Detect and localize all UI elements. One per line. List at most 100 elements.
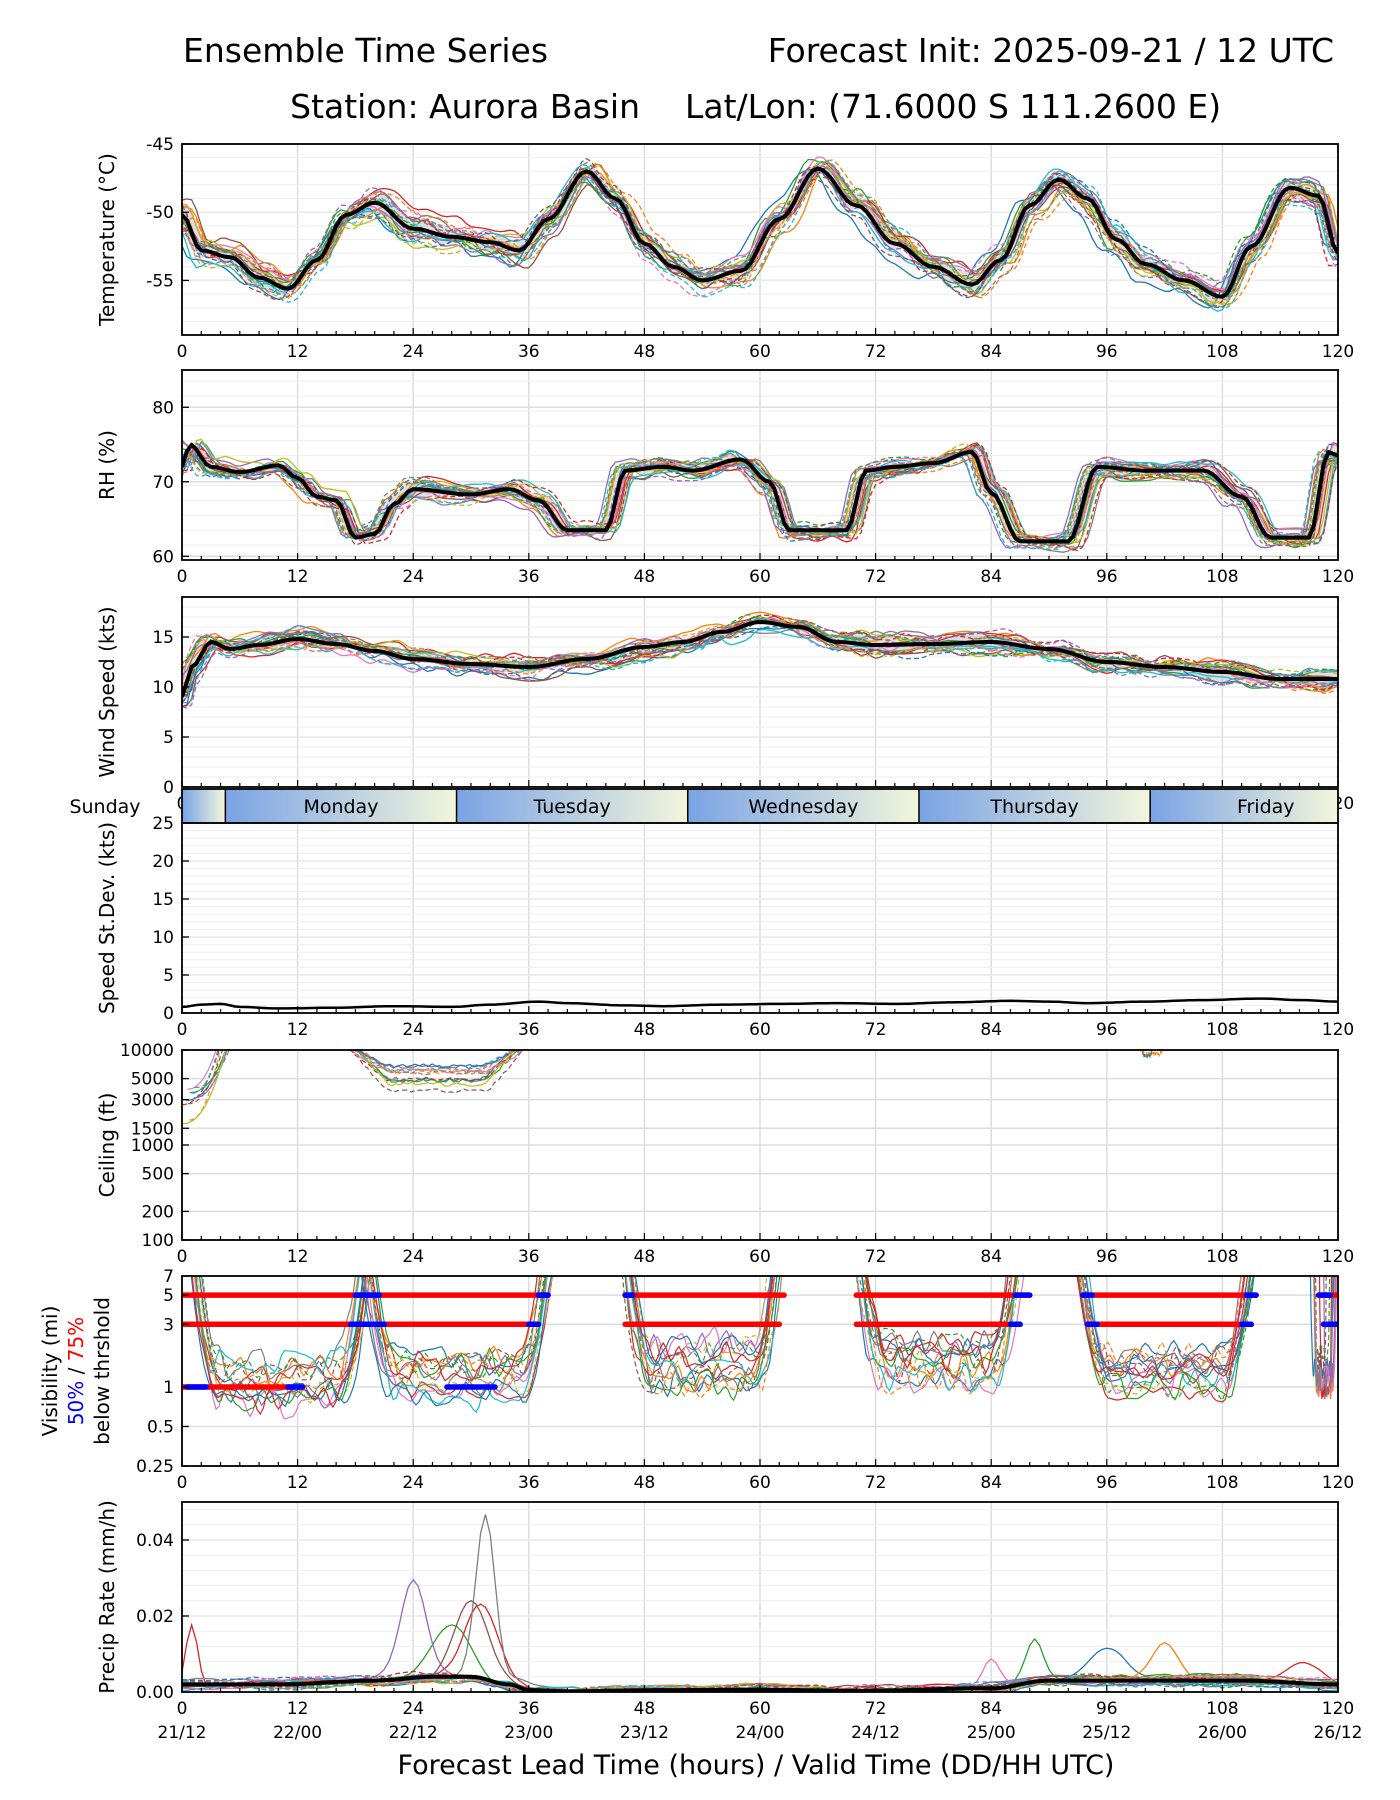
y-axis-label: Precip Rate (mm/h) <box>95 1500 119 1694</box>
x-tick-label: 96 <box>1096 342 1118 362</box>
valid-time-label: 23/00 <box>504 1723 553 1743</box>
day-label: Wednesday <box>748 796 858 818</box>
ceiling-member-line <box>187 1050 223 1105</box>
y-axis-label: RH (%) <box>95 430 119 500</box>
ceiling-member-line <box>191 1050 219 1094</box>
x-tick-label: 108 <box>1206 342 1238 362</box>
day-label: Monday <box>303 796 378 818</box>
title-left: Ensemble Time Series <box>183 31 548 70</box>
y-tick-label: 0.00 <box>136 1683 174 1703</box>
y-tick-label: 500 <box>142 1165 174 1185</box>
x-tick-label: 36 <box>518 1020 540 1040</box>
title-right: Forecast Init: 2025-09-21 / 12 UTC <box>768 31 1334 70</box>
y-tick-label: 25 <box>152 814 174 834</box>
valid-time-label: 26/12 <box>1314 1723 1363 1743</box>
day-label: Sunday <box>69 796 140 818</box>
x-tick-label: 60 <box>749 1699 771 1719</box>
y-axis-label: Temperature (°C) <box>95 153 119 327</box>
ensemble-member-line <box>182 617 1338 704</box>
y-axis-label: Ceiling (ft) <box>95 1093 119 1198</box>
visibility-member-line <box>191 1276 366 1416</box>
y-tick-label: 5000 <box>131 1070 174 1090</box>
y-axis-label: Speed St.Dev. (kts) <box>95 822 119 1014</box>
y-tick-label: 20 <box>152 852 174 872</box>
visibility-member-line <box>634 1276 768 1368</box>
x-tick-label: 24 <box>402 1473 424 1493</box>
grid-wind <box>181 596 1339 788</box>
x-tick-label: 72 <box>865 1699 887 1719</box>
visibility-member-line <box>366 1276 552 1403</box>
y-tick-label: 0 <box>163 1004 174 1024</box>
visibility-member-line <box>865 1276 1009 1375</box>
valid-time-label: 26/00 <box>1198 1723 1247 1743</box>
y-tick-label: 10 <box>152 928 174 948</box>
x-tick-label: 120 <box>1322 567 1354 587</box>
x-tick-label: 72 <box>865 1473 887 1493</box>
ceiling-member-line <box>353 1050 515 1073</box>
plot-area-wind <box>182 611 1338 709</box>
ceiling-member-line <box>349 1050 518 1082</box>
pct75-label: 75% <box>64 1317 88 1361</box>
y-tick-label: -45 <box>146 135 174 155</box>
y-tick-label: 3 <box>163 1315 174 1335</box>
y-tick-label: 60 <box>152 547 174 567</box>
visibility-member-line <box>193 1276 360 1420</box>
valid-time-label: 25/00 <box>967 1723 1016 1743</box>
valid-time-label: 21/12 <box>158 1723 207 1743</box>
visibility-member-line <box>198 1276 371 1404</box>
valid-time-label: 24/12 <box>851 1723 900 1743</box>
x-tick-label: 108 <box>1206 567 1238 587</box>
plot-area-ceiling <box>182 1050 1164 1125</box>
visibility-member-line <box>1313 1276 1334 1397</box>
y-tick-label: 15 <box>152 628 174 648</box>
visibility-member-line <box>1085 1276 1251 1399</box>
x-tick-label: 36 <box>518 567 540 587</box>
panel-precip: 0.00 0.02 0.04 0 12 24 36 48 60 72 84 96 108 120 Preci… <box>95 1500 1354 1719</box>
panel-rh: 60 70 80 0 12 24 36 48 60 72 84 96 108 120 RH (%) <box>95 369 1354 587</box>
x-tick-label: 36 <box>518 1473 540 1493</box>
x-tick-label: 36 <box>518 1247 540 1267</box>
y-tick-label: 10 <box>152 678 174 698</box>
x-tick-label: 120 <box>1322 342 1354 362</box>
x-tick-label: 120 <box>1322 1473 1354 1493</box>
visibility-member-line <box>624 1276 778 1402</box>
visibility-member-line <box>361 1276 553 1407</box>
x-tick-label: 12 <box>287 342 309 362</box>
panel-border <box>181 822 1339 1014</box>
pct50-label: 50% <box>64 1381 88 1425</box>
panel-visibility: 0.25 0.5 1 3 57 0 12 24 36 48 60 72 84 96 108 120 Visibi… <box>38 1267 1354 1493</box>
panel-speed_stdev: 0 5 10 15 20 25 0 12 24 36 48 60 72 84 96 108 120 Speed S… <box>95 814 1354 1040</box>
visibility-member-line <box>1077 1276 1254 1401</box>
ensemble-member-line <box>182 165 1338 297</box>
y-tick-label: -55 <box>146 271 174 291</box>
plot-area-visibility <box>182 1276 1338 1420</box>
x-tick-label: 36 <box>518 342 540 362</box>
x-tick-label: 48 <box>634 567 656 587</box>
y-tick-label: 200 <box>142 1202 174 1222</box>
ceiling-member-line <box>356 1050 517 1087</box>
y-tick-label: 0.04 <box>136 1531 174 1551</box>
x-tick-label: 84 <box>980 567 1002 587</box>
ensemble-member-line <box>182 440 1338 553</box>
ceiling-member-line <box>194 1050 230 1089</box>
y-tick-label: 5 <box>163 1286 174 1306</box>
y-tick-label: 100 <box>142 1231 174 1251</box>
x-tick-label: 24 <box>402 567 424 587</box>
visibility-member-line <box>190 1276 364 1408</box>
x-tick-label: 84 <box>980 342 1002 362</box>
visibility-member-line <box>1080 1276 1242 1369</box>
plot-area-temperature <box>182 156 1338 313</box>
visibility-member-line <box>634 1276 783 1400</box>
visibility-member-line <box>376 1276 546 1380</box>
x-tick-label: 0 <box>177 567 188 587</box>
panel-wind: 05101501224364860728496108120Wind Speed … <box>95 596 1354 814</box>
visibility-member-line <box>1085 1276 1255 1382</box>
day-segment <box>687 789 919 823</box>
day-segment <box>918 789 1151 823</box>
visibility-member-line <box>371 1276 538 1382</box>
ensemble-mean-line <box>182 166 1338 299</box>
y-tick-label: 80 <box>152 398 174 418</box>
y-tick-label: 0.5 <box>147 1417 174 1437</box>
panel-temperature: -45 -50 -55 0 12 24 36 48 60 72 84 96 108 120 Temperat… <box>95 135 1354 362</box>
y-tick-label: 0.02 <box>136 1607 174 1627</box>
